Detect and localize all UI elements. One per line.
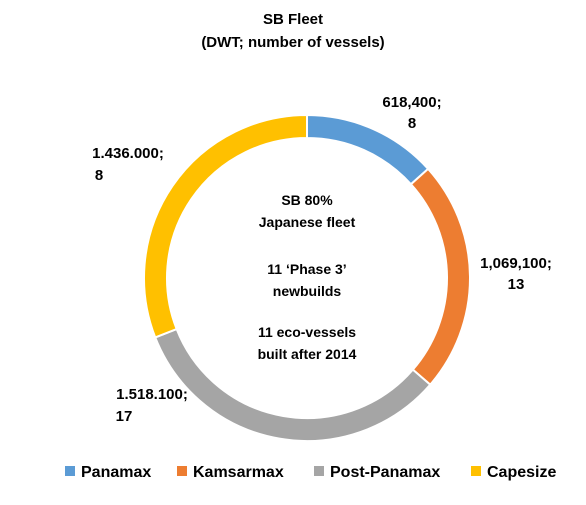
donut-slice-kamsarmax <box>409 167 471 387</box>
legend-swatch-capesize <box>471 466 481 476</box>
legend: Panamax Kamsarmax Post-Panamax Capesize <box>65 464 556 481</box>
center-text-line-5: 11 eco-vessels <box>258 324 356 340</box>
legend-swatch-kamsarmax <box>177 466 187 476</box>
chart-subtitle: (DWT; number of vessels) <box>201 34 384 51</box>
legend-label-post-panamax: Post-Panamax <box>330 464 440 481</box>
center-text-line-3: 11 ‘Phase 3’ <box>267 261 346 277</box>
data-label-post-panamax-value: 1.518.100; <box>116 386 188 403</box>
legend-label-capesize: Capesize <box>487 464 556 481</box>
center-text-line-4: newbuilds <box>273 283 342 299</box>
legend-swatch-post-panamax <box>314 466 324 476</box>
data-label-panamax-value: 618,400; <box>382 94 441 111</box>
data-label-post-panamax-count: 17 <box>116 408 133 425</box>
donut-slices <box>143 113 471 442</box>
legend-swatch-panamax <box>65 466 75 476</box>
center-text-line-1: SB 80% <box>281 192 333 208</box>
data-label-kamsarmax-count: 13 <box>508 276 525 293</box>
center-text-line-2: Japanese fleet <box>259 214 356 230</box>
donut-slice-capesize <box>143 113 308 339</box>
chart-title: SB Fleet <box>263 11 323 28</box>
data-label-kamsarmax-value: 1,069,100; <box>480 255 552 272</box>
legend-label-kamsarmax: Kamsarmax <box>193 464 284 481</box>
data-label-capesize-count: 8 <box>95 167 103 184</box>
data-label-capesize-value: 1.436.000; <box>92 145 164 162</box>
center-text-line-6: built after 2014 <box>258 346 357 362</box>
data-label-panamax-count: 8 <box>408 115 416 132</box>
legend-label-panamax: Panamax <box>81 464 151 481</box>
